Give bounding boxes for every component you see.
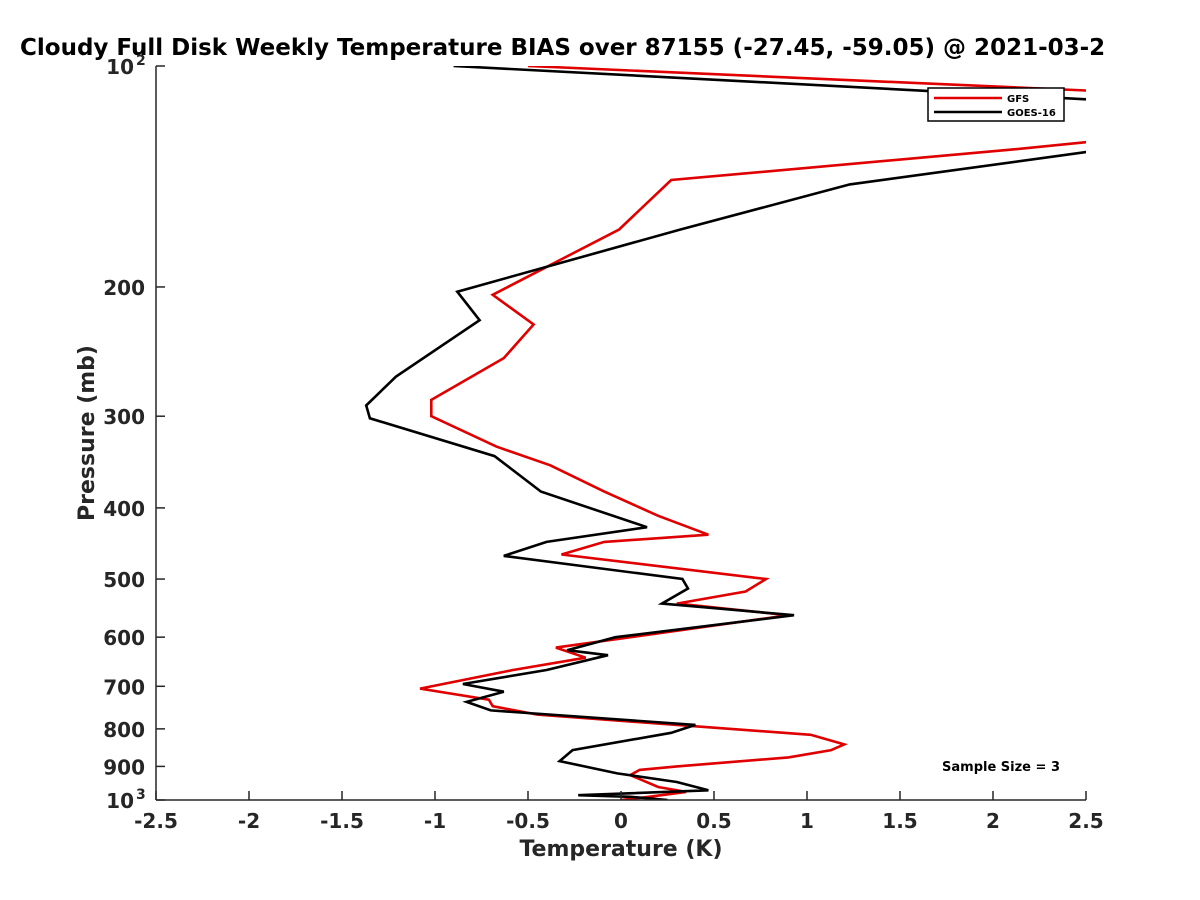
legend-box (927, 87, 1065, 122)
y-tick-label: 200 (103, 276, 145, 300)
y-tick-label: 10 (106, 55, 134, 79)
y-axis-label: Pressure (mb) (75, 345, 100, 521)
x-tick-label: 1 (800, 809, 814, 833)
y-tick-label-exponent: 2 (136, 53, 146, 69)
x-tick-label: 2 (986, 809, 1000, 833)
series-line-gfs (419, 66, 1086, 800)
x-tick-label: 0.5 (696, 809, 731, 833)
x-tick-label: -2 (238, 809, 260, 833)
y-tick-label: 700 (103, 675, 145, 699)
sample-size-annotation: Sample Size = 3 (942, 760, 1060, 775)
y-tick-label-exponent: 3 (136, 787, 146, 803)
x-tick-label: -1.5 (320, 809, 364, 833)
y-tick-label: 600 (103, 626, 145, 650)
legend: GFS GOES-16 (927, 87, 1065, 122)
axes-layer: -2.5 -2 -1.5 -1 -0.5 0 0.5 1 1.5 2 2.510 2200300400… (103, 53, 1103, 833)
x-tick-label: -0.5 (506, 809, 550, 833)
chart-title: Cloudy Full Disk Weekly Temperature BIAS… (20, 35, 1105, 61)
x-axis-label: Temperature (K) (519, 837, 722, 862)
y-tick-label: 900 (103, 755, 145, 779)
x-tick-label: -1 (424, 809, 446, 833)
x-tick-label: 1.5 (882, 809, 917, 833)
legend-entry-label: GOES-16 (1007, 108, 1056, 119)
legend-entry-label: GFS (1007, 94, 1029, 105)
x-tick-label: -2.5 (134, 809, 178, 833)
y-tick-label: 800 (103, 718, 145, 742)
y-tick-label: 10 (106, 789, 134, 813)
series-layer (364, 66, 1086, 800)
y-tick-label: 400 (103, 497, 145, 521)
x-tick-label: 0 (614, 809, 628, 833)
y-tick-label: 300 (103, 405, 145, 429)
x-tick-label: 2.5 (1068, 809, 1103, 833)
series-line-goes-16 (364, 66, 1086, 800)
y-tick-label: 500 (103, 568, 145, 592)
